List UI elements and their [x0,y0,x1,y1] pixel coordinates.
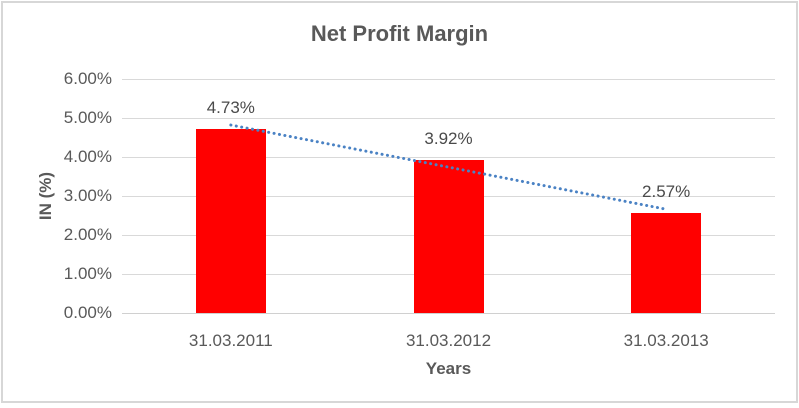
trendline[interactable] [122,79,775,313]
gridline [122,78,775,80]
y-tick-label: 0.00% [63,303,112,322]
bar-31.03.2013[interactable] [631,212,702,313]
x-tick-label: 31.03.2012 [405,331,492,350]
x-tick-label: 31.03.2013 [623,331,709,350]
y-tick-label: 2.00% [63,225,112,244]
x-tick-label: 31.03.2011 [188,331,273,350]
bar-31.03.2011[interactable] [195,128,266,313]
x-axis-line [122,312,775,314]
x-axis-title: Years [425,359,472,378]
y-tick-label: 4.00% [63,147,112,166]
trendline-path[interactable] [229,123,668,211]
data-label: 2.57% [642,181,691,201]
chart-title: Net Profit Margin [310,21,489,46]
gridline [122,156,775,158]
y-tick-label: 1.00% [63,264,112,283]
bar-31.03.2012[interactable] [413,160,484,313]
y-tick-label: 6.00% [63,69,112,88]
plot-area: 4.73% 3.92% 2.57% [122,78,775,314]
data-label: 3.92% [424,129,473,149]
y-tick-label: 3.00% [63,186,112,205]
data-label: 4.73% [206,97,255,117]
y-tick-label: 5.00% [63,108,112,127]
gridline [122,117,775,119]
